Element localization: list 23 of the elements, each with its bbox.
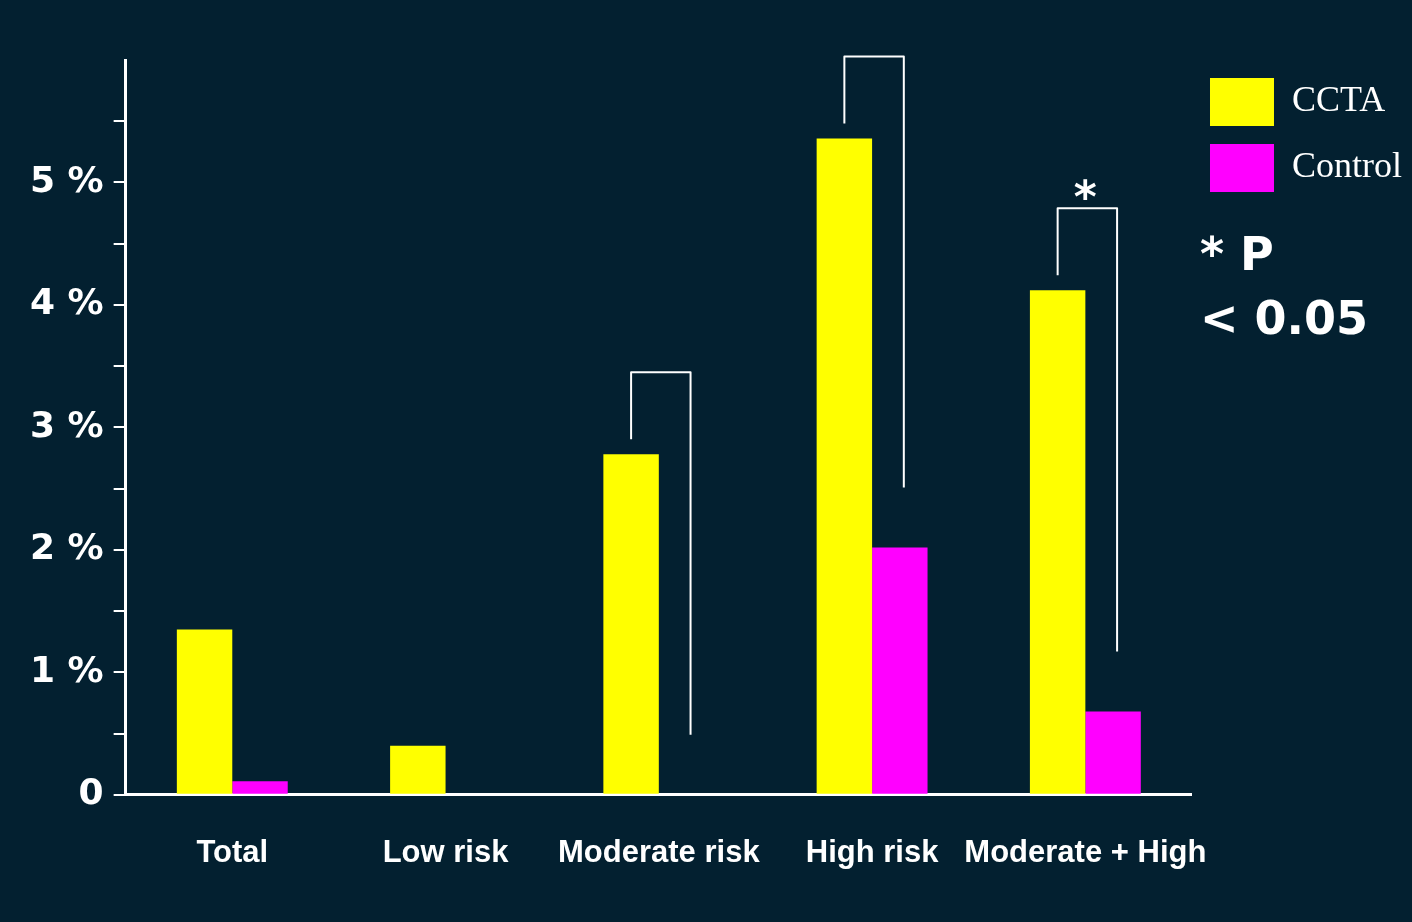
y-tick-label: 0 [78,771,104,813]
bar [816,138,873,794]
annotation: * [1073,171,1097,223]
text: * P < 0.05 [1200,226,1369,345]
bar [232,781,288,794]
bar [176,629,233,794]
bar [1029,290,1086,794]
bar [390,745,446,794]
x-tick-label: High risk [805,833,940,869]
legend-label: CCTA [1292,79,1386,120]
bar [1085,711,1141,794]
y-tick-label: 3 % [30,403,104,445]
bar [872,547,928,794]
bar [603,454,659,794]
y-tick-label: 5 % [30,158,104,200]
x-tick-label: Moderate risk [558,833,761,869]
legend-label: Control [1292,145,1403,186]
y-tick-label: 1 % [30,648,104,690]
y-tick-label: 2 % [30,526,104,568]
x-tick-label: Low risk [382,833,510,869]
x-tick-label: Moderate + High [964,833,1207,869]
y-tick-label: 4 % [30,281,104,323]
x-tick-label: Total [196,833,269,869]
